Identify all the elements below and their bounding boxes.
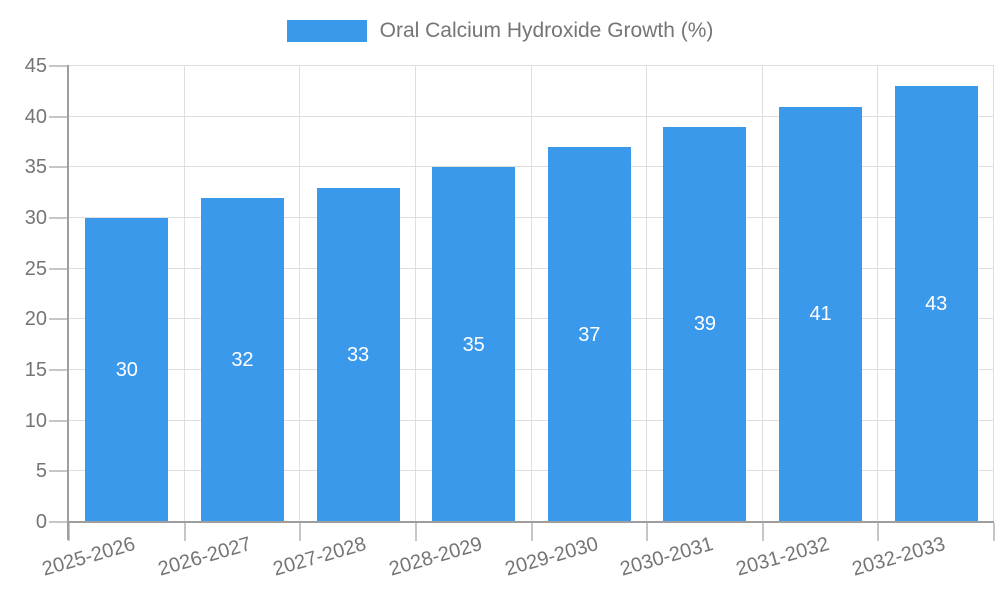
bar bbox=[85, 218, 169, 521]
bar-value-label: 37 bbox=[578, 323, 601, 346]
x-axis-tick-label: 2025-2026 bbox=[39, 533, 138, 581]
y-axis-tick-label: 0 bbox=[35, 511, 47, 533]
bar-value-label: 35 bbox=[462, 333, 485, 356]
y-tick-mark bbox=[49, 419, 69, 422]
x-axis-tick-label: 2031-2032 bbox=[733, 533, 832, 581]
bar bbox=[663, 126, 747, 521]
v-gridline bbox=[993, 66, 994, 522]
bar-value-label: 30 bbox=[115, 359, 138, 381]
v-gridline bbox=[877, 66, 879, 522]
h-gridline bbox=[69, 166, 994, 168]
bar-value-label: 41 bbox=[809, 303, 832, 326]
y-tick-mark bbox=[49, 115, 69, 118]
y-axis-tick-label: 45 bbox=[24, 55, 47, 77]
v-gridline bbox=[183, 66, 185, 522]
h-gridline bbox=[69, 369, 994, 370]
x-axis-line bbox=[67, 521, 994, 523]
y-tick-mark bbox=[49, 369, 69, 371]
y-axis-tick-label: 40 bbox=[24, 105, 47, 128]
v-gridline bbox=[530, 66, 532, 522]
h-gridline bbox=[69, 65, 994, 66]
x-axis-tick-label: 2029-2030 bbox=[502, 533, 601, 581]
v-gridline bbox=[761, 66, 763, 522]
x-tick-mark bbox=[414, 523, 417, 541]
x-tick-mark bbox=[993, 523, 995, 541]
bar-value-label: 39 bbox=[693, 313, 717, 336]
y-axis-tick-label: 15 bbox=[24, 359, 47, 381]
x-tick-mark bbox=[299, 523, 302, 541]
bar bbox=[779, 106, 863, 521]
bar-value-label: 32 bbox=[231, 348, 254, 371]
v-gridline bbox=[414, 66, 416, 522]
x-axis-tick-label: 2030-2031 bbox=[617, 533, 717, 581]
y-axis-tick-label: 35 bbox=[24, 156, 47, 179]
x-tick-mark bbox=[761, 523, 764, 541]
y-tick-mark bbox=[49, 65, 69, 67]
legend-swatch bbox=[286, 20, 367, 42]
v-gridline bbox=[646, 66, 648, 522]
y-tick-mark bbox=[49, 166, 69, 169]
y-axis-tick-label: 25 bbox=[24, 257, 47, 280]
y-axis-tick-label: 10 bbox=[24, 409, 47, 432]
h-gridline bbox=[69, 318, 994, 320]
bar bbox=[432, 167, 516, 521]
h-gridline bbox=[69, 217, 994, 218]
y-tick-mark bbox=[49, 217, 69, 219]
x-tick-mark bbox=[877, 523, 880, 541]
bar bbox=[547, 147, 631, 521]
y-tick-mark bbox=[49, 521, 69, 523]
legend-label: Oral Calcium Hydroxide Growth (%) bbox=[379, 19, 714, 42]
h-gridline bbox=[69, 267, 994, 269]
y-axis-tick-label: 30 bbox=[24, 207, 47, 229]
x-tick-mark bbox=[68, 523, 70, 541]
y-axis-tick-label: 5 bbox=[35, 460, 47, 483]
h-gridline bbox=[69, 419, 994, 421]
h-gridline bbox=[69, 470, 994, 472]
x-axis-tick-label: 2028-2029 bbox=[386, 533, 485, 581]
y-axis-line bbox=[67, 65, 69, 540]
bar bbox=[200, 197, 284, 521]
y-axis-tick-label: 20 bbox=[24, 308, 47, 331]
v-gridline bbox=[299, 66, 301, 522]
bar bbox=[316, 187, 400, 521]
bar-value-label: 33 bbox=[346, 343, 370, 366]
x-tick-mark bbox=[183, 523, 186, 541]
y-tick-mark bbox=[49, 470, 69, 473]
x-tick-mark bbox=[530, 523, 533, 541]
x-axis-tick-label: 2032-2033 bbox=[849, 533, 948, 581]
x-tick-mark bbox=[646, 523, 649, 541]
y-tick-mark bbox=[49, 267, 69, 270]
h-gridline bbox=[69, 115, 994, 117]
legend[interactable]: Oral Calcium Hydroxide Growth (%) bbox=[0, 19, 1000, 43]
x-axis-tick-label: 2027-2028 bbox=[271, 533, 370, 581]
bar-value-label: 43 bbox=[925, 293, 948, 316]
bar bbox=[894, 86, 978, 521]
x-axis-tick-label: 2026-2027 bbox=[155, 533, 254, 581]
y-tick-mark bbox=[49, 318, 69, 321]
